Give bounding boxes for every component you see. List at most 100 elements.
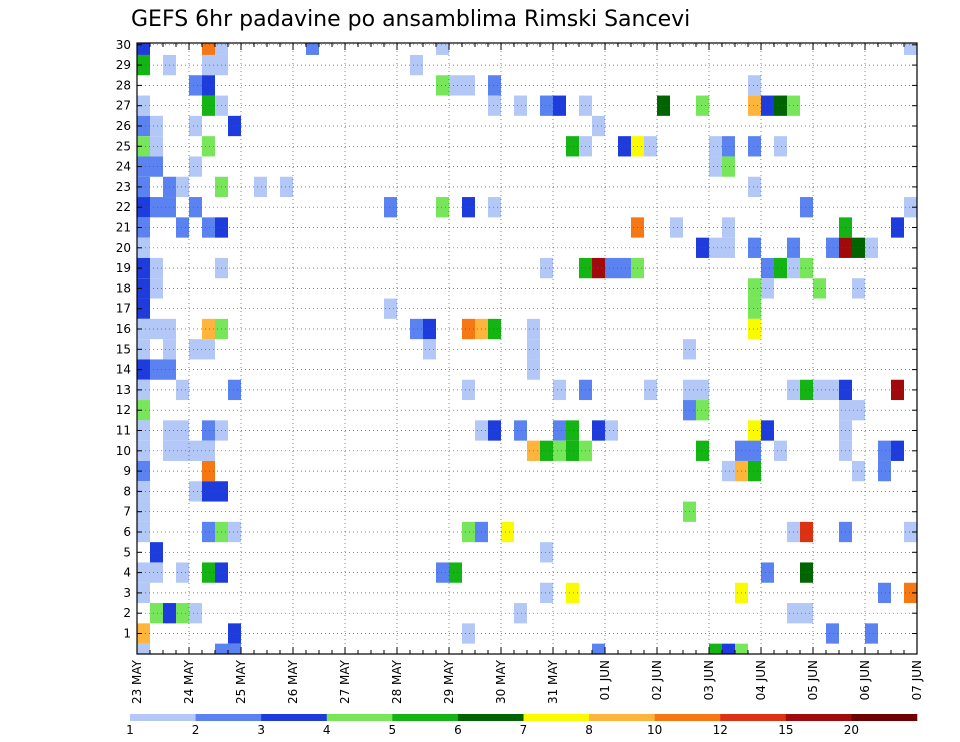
x-tick-label: 25 MAY: [234, 659, 248, 704]
heatmap-cell: [852, 460, 865, 482]
heatmap-cell: [540, 582, 553, 604]
heatmap-cell: [540, 440, 553, 461]
heatmap-cell: [462, 75, 475, 96]
heatmap-cell: [189, 339, 202, 360]
heatmap-cell: [722, 136, 735, 157]
x-tick-label: 31 MAY: [546, 659, 560, 704]
heatmap-cell: [540, 257, 553, 279]
heatmap-cell: [384, 298, 397, 319]
heatmap-cell: [709, 643, 722, 654]
heatmap-cell: [852, 237, 865, 258]
heatmap-cell: [800, 379, 813, 401]
heatmap-cell: [748, 176, 761, 198]
heatmap-cell: [137, 623, 150, 644]
y-tick-label: 24: [116, 160, 131, 174]
heatmap-cell: [488, 318, 501, 340]
x-tick-label: 26 MAY: [286, 659, 300, 704]
heatmap-cell: [592, 257, 605, 279]
x-tick-label: 05 JUN: [806, 660, 820, 700]
heatmap-cell: [228, 115, 241, 137]
heatmap-cell: [462, 379, 475, 401]
chart-title: GEFS 6hr padavine po ansamblima Rimski S…: [131, 7, 690, 32]
colorbar-label: 4: [323, 723, 331, 737]
colorbar-label: 10: [647, 723, 662, 737]
heatmap-cell: [137, 176, 150, 198]
heatmap-cell: [384, 197, 397, 218]
heatmap-cell: [618, 257, 631, 279]
heatmap-cell: [176, 440, 189, 461]
heatmap-cell: [137, 379, 150, 401]
y-tick-label: 22: [116, 200, 131, 214]
heatmap-cell: [904, 582, 917, 604]
heatmap-cell: [553, 440, 566, 461]
y-tick-label: 16: [116, 322, 131, 336]
colorbar-segment: [654, 714, 721, 721]
heatmap-cell: [748, 460, 761, 482]
heatmap-cell: [878, 582, 891, 604]
heatmap-cell: [722, 643, 735, 654]
heatmap-cell: [137, 339, 150, 360]
heatmap-cell: [904, 197, 917, 218]
y-tick-label: 3: [123, 586, 131, 600]
colorbar-label: 7: [520, 723, 528, 737]
heatmap-cell: [202, 420, 215, 441]
heatmap-cell: [514, 95, 527, 116]
heatmap-cell: [202, 217, 215, 238]
heatmap-cell: [696, 440, 709, 461]
heatmap-cell: [189, 603, 202, 624]
heatmap-cell: [189, 156, 202, 177]
heatmap-cell: [150, 278, 163, 299]
heatmap-cell: [202, 136, 215, 157]
heatmap-cell: [215, 643, 228, 654]
heatmap-cell: [462, 521, 475, 543]
heatmap-cell: [592, 115, 605, 137]
heatmap-cell: [774, 257, 787, 279]
y-tick-label: 1: [123, 627, 131, 641]
y-tick-label: 28: [116, 78, 131, 92]
heatmap-cell: [800, 197, 813, 218]
y-tick-label: 9: [123, 464, 131, 478]
heatmap-cell: [189, 440, 202, 461]
heatmap-cell: [202, 521, 215, 543]
heatmap-cell: [852, 278, 865, 299]
heatmap-cell: [553, 95, 566, 116]
heatmap-cell: [228, 623, 241, 644]
heatmap-cell: [137, 136, 150, 157]
heatmap-cell: [722, 217, 735, 238]
heatmap-cell: [865, 237, 878, 258]
y-tick-label: 17: [116, 302, 131, 316]
y-tick-label: 14: [116, 363, 131, 377]
heatmap-cell: [176, 562, 189, 583]
heatmap-cell: [696, 237, 709, 258]
heatmap-cell: [618, 136, 631, 157]
colorbar-label: 8: [585, 723, 593, 737]
y-tick-label: 18: [116, 281, 131, 295]
heatmap-cell: [202, 43, 215, 55]
heatmap-cell: [696, 379, 709, 401]
heatmap-cell: [202, 481, 215, 502]
heatmap-cell: [137, 156, 150, 177]
heatmap-cell: [150, 156, 163, 177]
heatmap-cell: [410, 318, 423, 340]
heatmap-cell: [800, 257, 813, 279]
y-tick-label: 4: [123, 566, 131, 580]
heatmap-cell: [202, 75, 215, 96]
colorbar-label: 3: [257, 723, 265, 737]
heatmap-cell: [436, 75, 449, 96]
y-tick-label: 2: [123, 606, 131, 620]
heatmap-cell: [566, 420, 579, 441]
heatmap-cell: [735, 643, 748, 654]
heatmap-cell: [813, 278, 826, 299]
heatmap-cell: [137, 582, 150, 604]
heatmap-cell: [189, 115, 202, 137]
colorbar-label: 2: [192, 723, 200, 737]
y-tick-label: 15: [116, 342, 131, 356]
y-tick-label: 23: [116, 180, 131, 194]
heatmap-cell: [228, 643, 241, 654]
heatmap-cell: [449, 75, 462, 96]
heatmap-cell: [761, 420, 774, 441]
colorbar-segment: [589, 714, 655, 721]
heatmap-cell: [436, 43, 449, 55]
heatmap-cell: [436, 562, 449, 583]
heatmap-cell: [137, 440, 150, 461]
